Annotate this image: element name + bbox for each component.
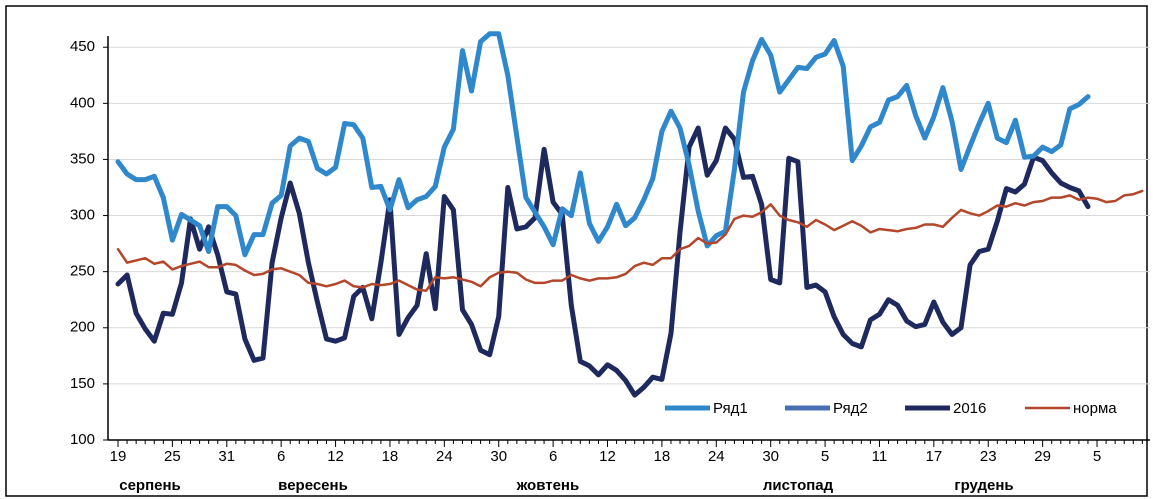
y-tick-label: 250 bbox=[70, 263, 95, 280]
month-label: вересень bbox=[278, 477, 348, 494]
legend-label: Ряд2 bbox=[833, 400, 868, 417]
x-tick-label: 11 bbox=[872, 448, 888, 465]
x-tick-label: 24 bbox=[708, 448, 725, 465]
y-tick-label: 200 bbox=[70, 319, 95, 336]
x-tick-label: 29 bbox=[1034, 448, 1051, 465]
month-label: серпень bbox=[119, 477, 181, 494]
y-tick-label: 100 bbox=[70, 431, 95, 448]
x-tick-label: 31 bbox=[218, 448, 235, 465]
x-tick-label: 25 bbox=[164, 448, 181, 465]
legend-label: Ряд1 bbox=[713, 400, 748, 417]
x-tick-label: 5 bbox=[1093, 448, 1101, 465]
y-tick-label: 300 bbox=[70, 207, 95, 224]
series-line bbox=[116, 189, 1144, 292]
x-tick-label: 18 bbox=[654, 448, 671, 465]
x-tick-label: 18 bbox=[382, 448, 399, 465]
y-tick-label: 450 bbox=[70, 38, 95, 55]
x-tick-label: 6 bbox=[277, 448, 285, 465]
legend-label: 2016 bbox=[953, 400, 986, 417]
x-tick-label: 24 bbox=[436, 448, 453, 465]
x-tick-label: 23 bbox=[980, 448, 997, 465]
month-label: листопад bbox=[763, 477, 834, 494]
x-tick-label: 30 bbox=[762, 448, 779, 465]
y-tick-label: 400 bbox=[70, 94, 95, 111]
x-tick-label: 19 bbox=[110, 448, 127, 465]
y-tick-label: 350 bbox=[70, 150, 95, 167]
x-tick-label: 30 bbox=[490, 448, 507, 465]
x-tick-label: 6 bbox=[549, 448, 557, 465]
series-line bbox=[115, 125, 1091, 398]
legend-label: норма bbox=[1073, 400, 1117, 417]
x-tick-label: 17 bbox=[926, 448, 943, 465]
x-tick-label: 5 bbox=[821, 448, 829, 465]
series-line bbox=[115, 31, 1091, 258]
month-label: жовтень bbox=[516, 477, 579, 494]
x-tick-label: 12 bbox=[599, 448, 616, 465]
x-tick-label: 12 bbox=[327, 448, 344, 465]
y-tick-label: 150 bbox=[70, 375, 95, 392]
month-label: грудень bbox=[954, 477, 1013, 494]
chart-frame bbox=[5, 5, 1148, 497]
